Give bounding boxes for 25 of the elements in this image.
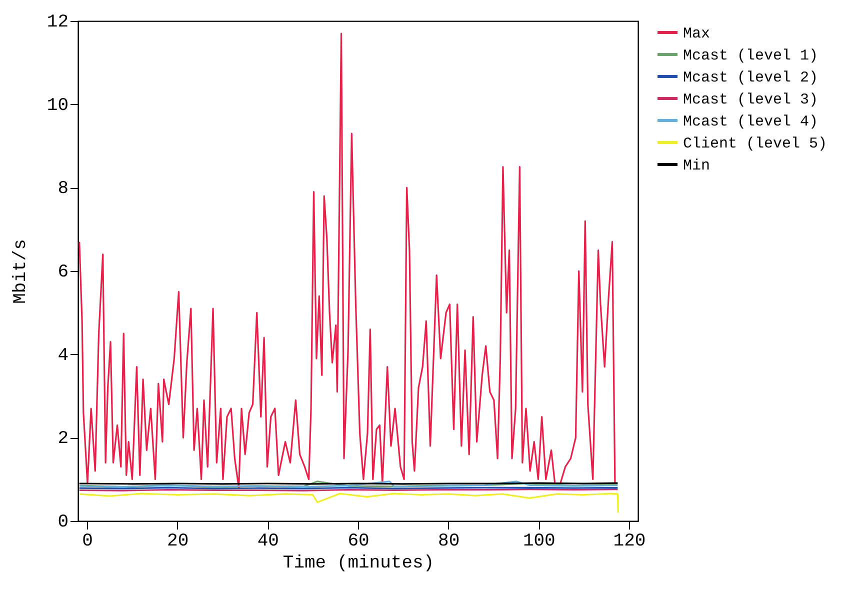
legend-label: Max (683, 26, 710, 42)
legend-label: Min (683, 158, 710, 174)
legend-label: Mcast (level 1) (683, 48, 818, 64)
legend-label: Mcast (level 3) (683, 92, 818, 108)
x-tick-label: 0 (82, 532, 93, 552)
y-tick-label: 4 (58, 346, 68, 366)
y-tick-label: 10 (46, 96, 68, 116)
legend-label: Client (level 5) (683, 136, 828, 152)
y-tick-label: 2 (58, 429, 68, 450)
legend-label: Mcast (level 4) (683, 114, 818, 130)
line-series (78, 32, 616, 488)
y-tick-label: 12 (46, 12, 68, 32)
y-tick-label: 0 (58, 512, 68, 532)
x-tick-label: 40 (257, 532, 279, 552)
x-axis-title: Time (minutes) (282, 554, 434, 574)
x-tick-label: 120 (613, 532, 646, 552)
x-tick-label: 60 (348, 532, 370, 552)
y-axis-title: Mbit/s (10, 239, 31, 304)
legend-label: Mcast (level 2) (683, 70, 818, 86)
x-tick-label: 100 (522, 532, 556, 552)
y-tick-label: 8 (58, 179, 68, 200)
x-tick-label: 80 (438, 532, 460, 552)
y-tick-label: 6 (58, 262, 68, 282)
line-series (78, 492, 619, 514)
x-tick-label: 20 (167, 532, 189, 552)
